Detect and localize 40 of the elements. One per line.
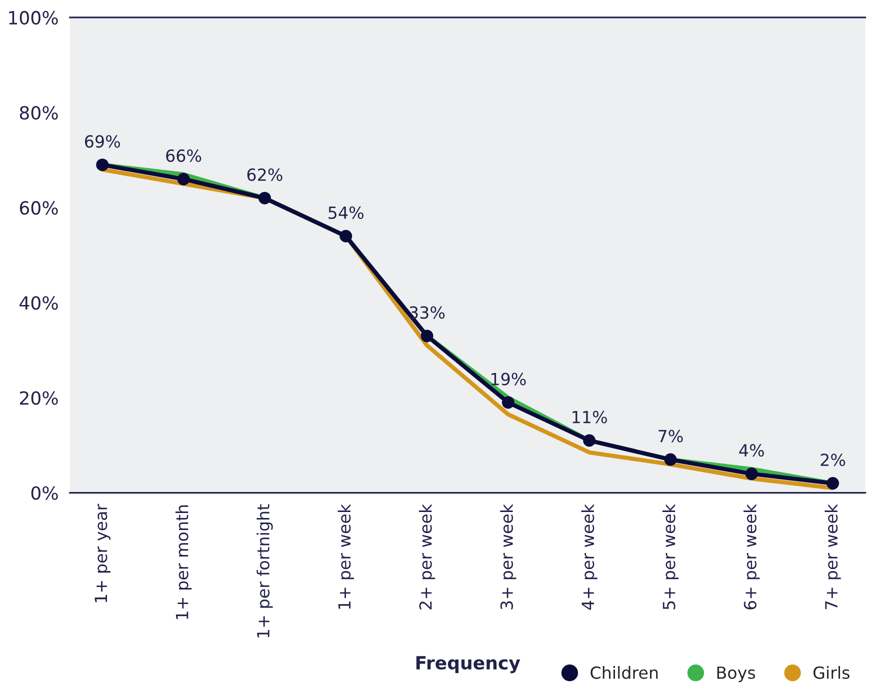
data-label: 4% (739, 444, 764, 457)
data-label: 33% (410, 306, 445, 319)
point (583, 434, 596, 447)
point (745, 468, 758, 480)
data-label: 11% (572, 410, 607, 424)
legend-label: Boys (717, 666, 756, 682)
x-tick-label: 5+ per week (662, 504, 679, 610)
point (664, 453, 677, 466)
point (502, 396, 514, 409)
point (258, 192, 271, 204)
x-tick-label: 3+ per week (500, 504, 516, 610)
data-label: 7% (658, 430, 683, 442)
y-tick-label: 40% (20, 296, 58, 310)
data-label: 19% (491, 372, 526, 386)
point (96, 158, 109, 172)
x-tick-label: 6+ per week (744, 504, 760, 610)
data-label: 69% (85, 135, 120, 148)
x-tick-label: 4+ per week (581, 504, 598, 610)
point (177, 172, 190, 186)
x-tick-label: 1+ per year (94, 504, 110, 602)
data-label: 54% (328, 206, 364, 220)
data-label: 62% (247, 168, 282, 181)
x-tick-label: 7+ per week (824, 504, 841, 610)
x-tick-label: 2+ per week (418, 504, 436, 610)
x-tick-label: 1+ per fortnight (256, 504, 273, 638)
point (826, 477, 840, 490)
x-axis-title: Frequency (416, 656, 520, 674)
data-label: 2% (820, 454, 846, 466)
y-tick-label: 0% (31, 486, 58, 500)
legend-label: Children (590, 666, 658, 679)
point (420, 330, 434, 342)
point (340, 230, 352, 242)
y-tick-label: 20% (20, 391, 58, 405)
x-tick-label: 1+ per week (338, 504, 354, 609)
y-tick-label: 60% (20, 201, 58, 215)
y-tick-label: 80% (20, 106, 58, 120)
data-label: 66% (166, 149, 202, 162)
x-tick-label: 1+ per month (175, 505, 192, 620)
y-tick-label: 100% (9, 10, 58, 25)
legend-label: Girls (813, 666, 850, 679)
